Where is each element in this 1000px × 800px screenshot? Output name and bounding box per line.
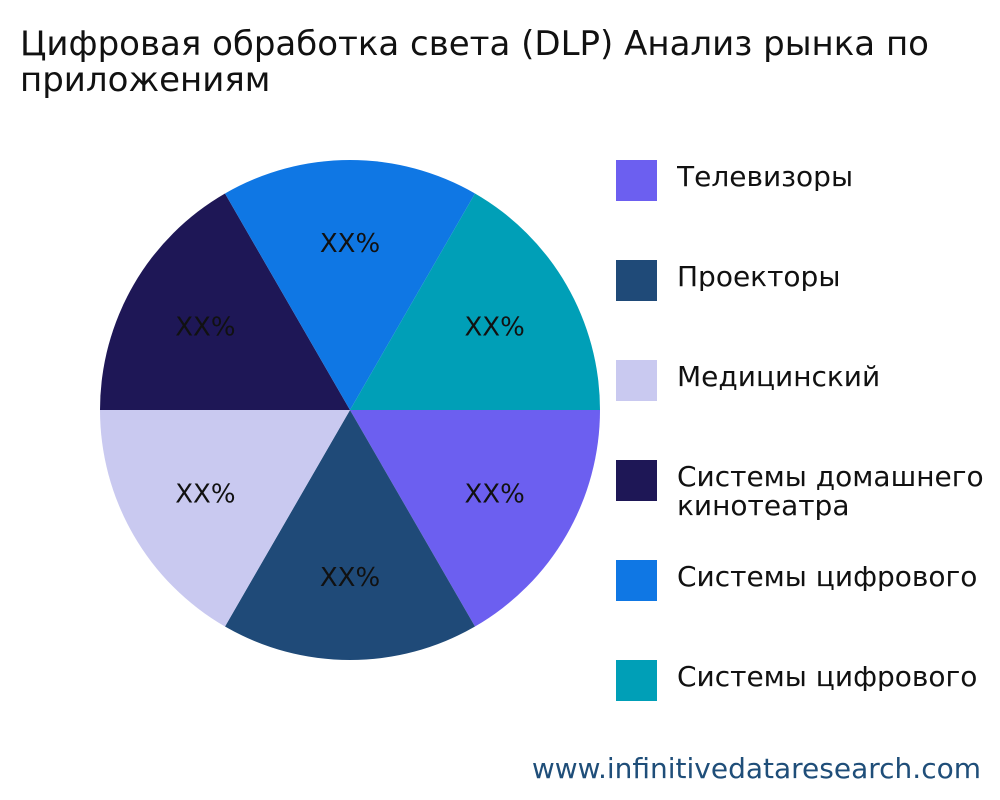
legend-item: Медицинский [616, 360, 1000, 402]
legend-item: Телевизоры [616, 160, 1000, 202]
pie-slice [350, 193, 600, 410]
pie-slice [225, 160, 475, 410]
legend-swatch [616, 460, 657, 501]
slice-value-label: XX% [464, 480, 524, 510]
legend-label: Телевизоры [677, 162, 854, 191]
slice-value-label: XX% [175, 480, 235, 510]
slice-value-label: XX% [320, 229, 380, 259]
legend-item: Проекторы [616, 260, 1000, 302]
legend-label: Системы цифрового [677, 562, 978, 591]
chart-title: Цифровая обработка света (DLP) Анализ ры… [20, 24, 929, 100]
pie-slice [100, 410, 350, 627]
legend-label: Медицинский [677, 362, 881, 391]
legend-swatch [616, 160, 657, 201]
slice-value-label: XX% [175, 313, 235, 343]
pie-slice [350, 410, 600, 627]
legend-label: Проекторы [677, 262, 841, 291]
legend-label: Системы домашнего кинотеатра [677, 462, 984, 520]
legend-swatch [616, 660, 657, 701]
legend-swatch [616, 360, 657, 401]
legend-swatch [616, 560, 657, 601]
source-url: www.infinitivedataresearch.com [531, 752, 981, 785]
legend-label: Системы цифрового [677, 662, 978, 691]
legend-swatch [616, 260, 657, 301]
legend-item: Системы цифрового [616, 560, 1000, 602]
pie-slice [225, 410, 475, 660]
slice-value-label: XX% [320, 563, 380, 593]
slice-value-label: XX% [464, 313, 524, 343]
pie-chart: XX% XX% XX% XX% XX% XX% [100, 160, 600, 660]
pie-slice [100, 193, 350, 410]
legend-item: Системы домашнего кинотеатра [616, 460, 1000, 520]
legend-item: Системы цифрового [616, 660, 1000, 702]
